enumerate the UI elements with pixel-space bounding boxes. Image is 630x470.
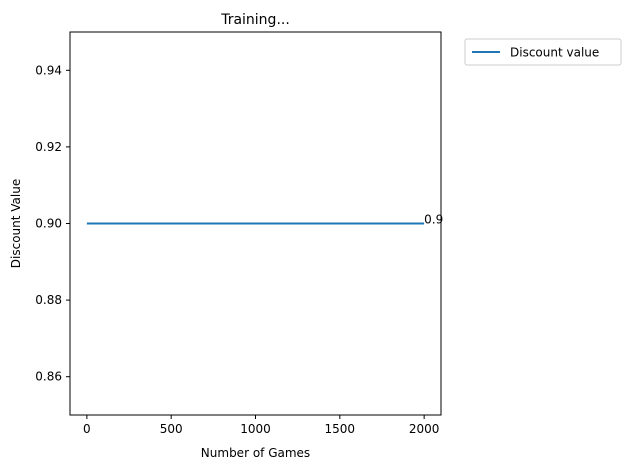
y-tick-label: 0.92 (35, 140, 62, 154)
x-tick-label: 2000 (409, 422, 440, 436)
chart-title: Training... (220, 12, 290, 28)
x-tick-label: 500 (160, 422, 183, 436)
x-tick-label: 1500 (325, 422, 356, 436)
y-tick-label: 0.94 (35, 63, 62, 77)
data-label: 0.9 (424, 213, 443, 227)
y-tick-label: 0.86 (35, 370, 62, 384)
y-axis: 0.86 0.88 0.90 0.92 0.94 (35, 63, 70, 384)
legend-box (464, 38, 622, 66)
legend: Discount value (464, 38, 622, 66)
x-tick-label: 0 (83, 422, 91, 436)
y-tick-label: 0.90 (35, 217, 62, 231)
x-axis: 0 500 1000 1500 2000 (83, 415, 439, 436)
y-axis-label: Discount Value (9, 179, 23, 268)
x-axis-label: Number of Games (201, 446, 310, 460)
x-tick-label: 1000 (240, 422, 271, 436)
annotation-layer: 0.9 (424, 213, 443, 227)
legend-entry-label: Discount value (510, 46, 599, 60)
y-tick-label: 0.88 (35, 293, 62, 307)
